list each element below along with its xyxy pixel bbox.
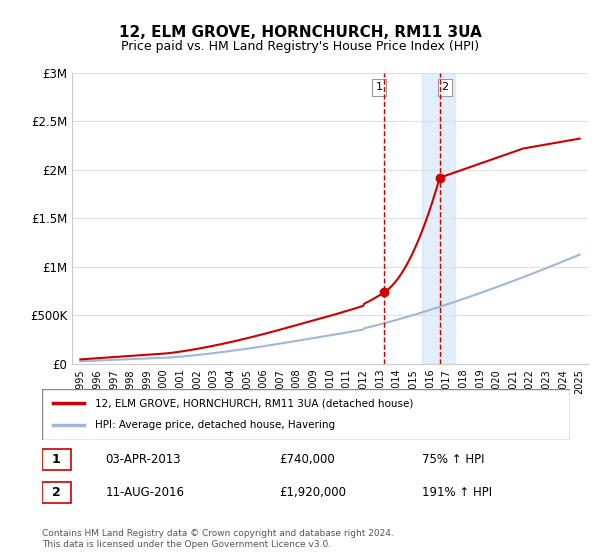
Text: 2: 2 <box>441 82 448 92</box>
FancyBboxPatch shape <box>42 449 71 470</box>
Text: £1,920,000: £1,920,000 <box>280 486 347 499</box>
Text: 2: 2 <box>52 486 61 499</box>
Text: 1: 1 <box>376 82 383 92</box>
Text: 12, ELM GROVE, HORNCHURCH, RM11 3UA: 12, ELM GROVE, HORNCHURCH, RM11 3UA <box>119 25 481 40</box>
Text: 75% ↑ HPI: 75% ↑ HPI <box>422 452 485 466</box>
Text: 03-APR-2013: 03-APR-2013 <box>106 452 181 466</box>
Text: 12, ELM GROVE, HORNCHURCH, RM11 3UA (detached house): 12, ELM GROVE, HORNCHURCH, RM11 3UA (det… <box>95 398 413 408</box>
Text: Price paid vs. HM Land Registry's House Price Index (HPI): Price paid vs. HM Land Registry's House … <box>121 40 479 53</box>
Text: 1: 1 <box>52 452 61 466</box>
FancyBboxPatch shape <box>42 482 71 503</box>
Text: Contains HM Land Registry data © Crown copyright and database right 2024.
This d: Contains HM Land Registry data © Crown c… <box>42 529 394 549</box>
Text: £740,000: £740,000 <box>280 452 335 466</box>
Text: 191% ↑ HPI: 191% ↑ HPI <box>422 486 492 499</box>
Bar <box>422 73 455 364</box>
FancyBboxPatch shape <box>42 389 570 440</box>
Text: HPI: Average price, detached house, Havering: HPI: Average price, detached house, Have… <box>95 421 335 431</box>
Text: 11-AUG-2016: 11-AUG-2016 <box>106 486 184 499</box>
